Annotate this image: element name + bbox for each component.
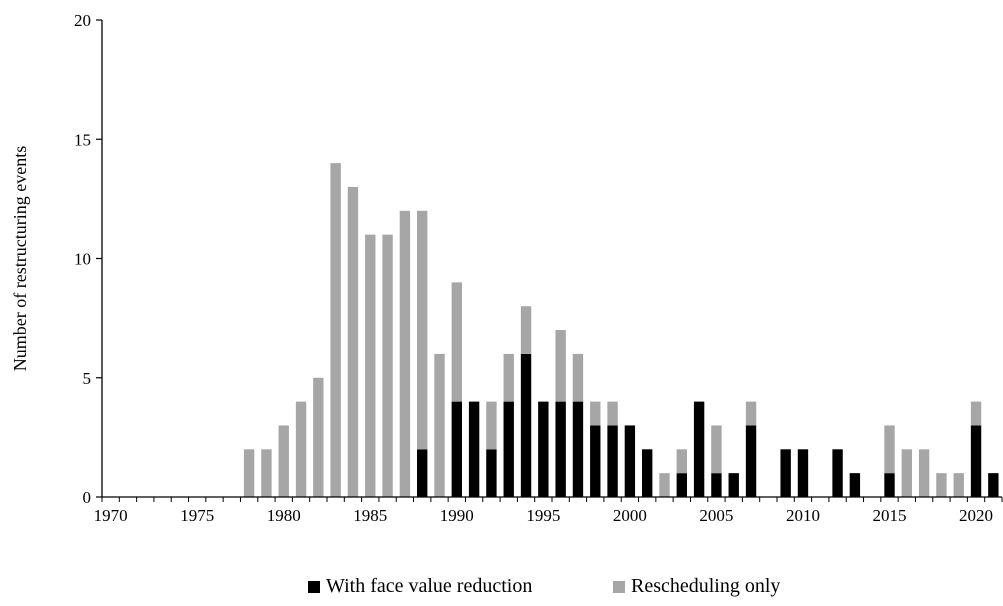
y-axis-title: Number of restructuring events [10,146,30,371]
legend-item-rescheduling: Rescheduling only [613,575,780,598]
bar-1999-face-value [607,425,618,497]
legend-item-face-value: With face value reduction [308,575,532,598]
bar-2017-rescheduling [918,449,930,497]
bar-1978-rescheduling [243,449,255,497]
bar-2010-face-value [797,449,809,497]
x-tick-label: 1990 [440,506,474,525]
x-tick-label: 1980 [267,506,301,525]
bar-1994-face-value [520,353,532,497]
bar-1996-face-value [555,401,566,497]
y-tick-label: 10 [74,250,91,269]
y-tick-label: 0 [83,488,92,507]
bar-2005-rescheduling [711,425,722,474]
x-tick-label: 1970 [94,506,128,525]
x-tick-label: 1975 [180,506,214,525]
y-tick-label: 5 [83,369,92,388]
x-tick-label: 2020 [959,506,993,525]
bar-2006-face-value [728,473,739,497]
bar-2003-face-value [676,473,687,497]
x-tick-label: 1985 [353,506,387,525]
bar-2016-rescheduling [901,449,912,497]
bar-1980-rescheduling [278,425,289,497]
legend-label-rescheduling: Rescheduling only [631,575,781,597]
bar-2019-rescheduling [953,473,964,497]
bar-2021-face-value [988,473,999,497]
bar-2003-rescheduling [676,449,687,474]
bar-1988-face-value [417,449,428,497]
bar-2004-face-value [693,401,705,497]
bar-2005-face-value [711,473,722,497]
bar-2015-face-value [884,473,895,497]
bar-1988-rescheduling [417,210,428,450]
bar-1992-rescheduling [486,401,497,450]
y-tick-label: 15 [74,130,91,149]
bar-1998-face-value [590,425,601,497]
bar-2009-face-value [780,449,791,497]
bar-1992-face-value [486,449,497,497]
x-tick-label: 1995 [526,506,560,525]
bar-2001-face-value [642,449,653,497]
y-tick-label: 20 [74,11,91,30]
x-tick-label: 2000 [613,506,647,525]
bar-1986-rescheduling [382,234,393,497]
bar-2012-face-value [832,449,843,497]
bar-1998-rescheduling [590,401,601,426]
bar-2007-face-value [745,425,757,497]
bar-1991-face-value [468,401,480,497]
legend: With face value reduction Rescheduling o… [0,575,1003,605]
bar-1987-rescheduling [399,210,411,498]
bar-1993-face-value [503,401,514,497]
bar-1993-rescheduling [503,353,514,402]
x-tick-label: 2015 [873,506,907,525]
bar-1984-rescheduling [347,186,359,497]
bar-1989-rescheduling [434,353,445,497]
bar-1990-face-value [451,401,462,497]
bar-1985-rescheduling [365,234,376,497]
bar-1997-rescheduling [572,353,584,402]
bar-2002-rescheduling [659,473,670,497]
legend-label-face-value: With face value reduction [326,575,533,597]
y-axis-ticks: 0 5 10 15 20 [74,11,102,507]
x-axis-ticks: 1970 1975 1980 1985 1990 1995 2000 2005 2010 2015… [94,497,1003,525]
x-tick-label: 2010 [786,506,820,525]
bar-1982-rescheduling [313,377,324,497]
bar-2020-rescheduling [970,401,982,426]
bar-1994-rescheduling [520,306,532,354]
bar-2007-rescheduling [745,401,757,426]
legend-swatch-black [308,580,320,593]
bar-2018-rescheduling [936,473,947,497]
bar-1979-rescheduling [261,449,272,497]
bar-1990-rescheduling [451,282,462,402]
bar-1999-rescheduling [607,401,618,426]
bar-2000-face-value [624,425,636,497]
bar-1996-rescheduling [555,330,566,402]
bar-2020-face-value [970,425,982,497]
bars-layer [243,163,999,498]
legend-swatch-gray [613,580,625,593]
bar-2015-rescheduling [884,425,895,474]
bar-2013-face-value [849,473,861,497]
bar-1983-rescheduling [330,163,341,497]
x-tick-label: 2005 [699,506,733,525]
bar-1981-rescheduling [295,401,307,497]
bar-1995-face-value [538,401,549,497]
bar-1997-face-value [572,401,584,497]
stacked-bar-chart: 0 5 10 15 20 1970 1975 1980 1985 1990 1995 2000 200… [10,11,1003,525]
